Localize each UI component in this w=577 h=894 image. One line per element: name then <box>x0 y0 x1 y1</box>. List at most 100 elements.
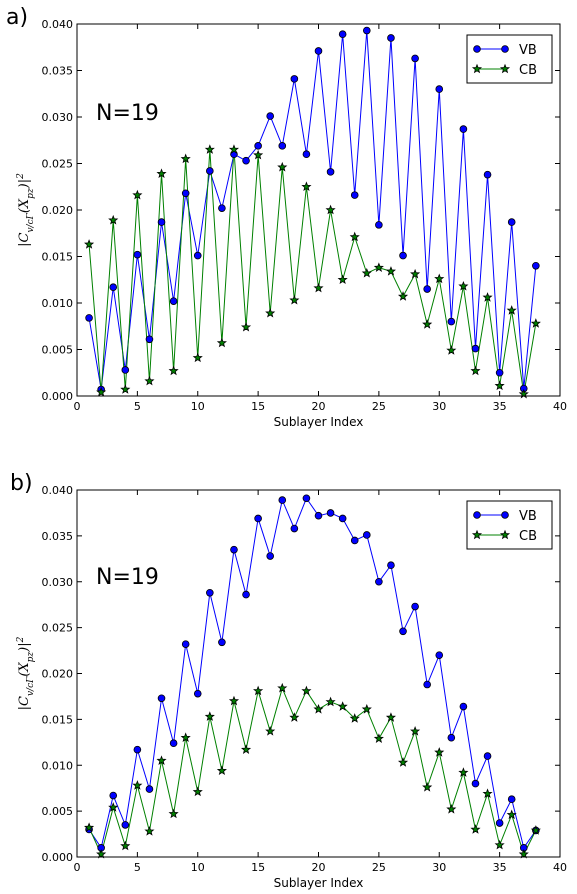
panel-label: a) <box>6 5 28 30</box>
data-point-cb <box>494 839 505 850</box>
data-point-vb <box>254 514 262 523</box>
x-tick-label: 0 <box>74 400 81 413</box>
data-point-cb <box>84 822 95 832</box>
x-tick-label: 0 <box>74 861 81 874</box>
data-point-cb <box>349 713 360 723</box>
y-tick-label: 0.040 <box>42 484 74 497</box>
y-tick-label: 0.040 <box>42 18 74 31</box>
data-point-vb <box>266 112 275 120</box>
data-point-vb <box>266 552 275 560</box>
legend-label-cb: CB <box>519 529 537 544</box>
x-tick-label: 25 <box>372 861 386 874</box>
data-point-cb <box>241 321 252 332</box>
data-point-cb <box>192 352 203 363</box>
data-point-vb <box>157 218 166 226</box>
data-point-cb <box>373 262 384 272</box>
legend-marker-cb <box>471 529 483 540</box>
legend-marker-cb <box>471 63 483 74</box>
data-point-cb <box>168 808 179 819</box>
data-point-vb <box>230 545 238 554</box>
data-point-vb <box>435 85 444 93</box>
data-point-vb <box>411 54 419 63</box>
data-point-vb <box>193 251 202 260</box>
y-tick-label: 0.030 <box>42 576 74 589</box>
data-point-cb <box>518 848 529 859</box>
data-point-vb <box>471 779 480 788</box>
data-point-cb <box>253 149 264 160</box>
data-point-vb <box>290 75 299 83</box>
legend: VB CB <box>466 500 553 550</box>
data-point-vb <box>314 47 323 55</box>
data-point-vb <box>375 577 383 586</box>
x-tick-label: 20 <box>312 861 326 874</box>
data-point-cb <box>144 375 155 386</box>
series-line-cb <box>88 686 537 856</box>
data-point-cb <box>410 725 421 736</box>
data-point-vb <box>169 297 178 305</box>
data-point-cb <box>204 711 215 721</box>
data-point-vb <box>338 30 347 39</box>
data-point-vb <box>387 561 395 570</box>
data-point-vb <box>254 142 262 150</box>
data-point-cb <box>422 781 433 792</box>
data-point-vb <box>507 218 516 226</box>
data-point-vb <box>314 511 323 520</box>
legend-label-vb: VB <box>519 43 537 58</box>
data-point-vb <box>399 251 407 260</box>
series-line-vb <box>88 497 537 850</box>
data-point-vb <box>302 150 311 159</box>
data-point-vb <box>157 694 166 703</box>
data-point-vb <box>242 590 250 599</box>
x-tick-label: 10 <box>191 400 205 413</box>
data-point-cb <box>313 282 324 293</box>
y-tick-label: 0.025 <box>42 158 74 171</box>
data-point-vb <box>85 314 93 322</box>
data-point-vb <box>109 791 118 800</box>
data-point-vb <box>447 733 456 742</box>
x-tick-label: 15 <box>251 400 265 413</box>
data-point-vb <box>423 680 431 689</box>
data-point-cb <box>265 307 276 318</box>
data-point-vb <box>133 745 142 754</box>
data-point-cb <box>216 337 227 348</box>
data-point-vb <box>193 689 202 698</box>
data-point-cb <box>277 161 288 172</box>
legend-marker-vb <box>501 45 509 53</box>
data-point-cb <box>361 267 372 278</box>
data-point-cb <box>530 825 541 835</box>
data-point-vb <box>206 167 214 175</box>
legend-label-vb: VB <box>519 509 537 524</box>
panel-label: b) <box>10 471 33 496</box>
chart-panel-b: b) 0 5 10 15 20 25 30 35 40 0.000 0.005 0.010 0.015 0.… <box>10 471 567 890</box>
y-tick-label: 0.010 <box>42 759 74 772</box>
y-tick-label: 0.035 <box>42 530 74 543</box>
data-point-vb <box>218 638 226 647</box>
data-point-vb <box>435 651 444 659</box>
data-point-cb <box>458 767 469 777</box>
data-point-cb <box>265 725 276 736</box>
data-point-vb <box>218 204 226 212</box>
data-point-cb <box>470 824 481 834</box>
data-point-vb <box>459 702 468 711</box>
y-axis-label: |Cv/cΓ(Xpz)|2 <box>16 173 36 247</box>
y-tick-label: 0.015 <box>42 251 74 264</box>
data-point-vb <box>387 34 395 42</box>
data-point-cb <box>349 231 360 242</box>
y-tick-label: 0.025 <box>42 622 74 635</box>
chart-panel-a: a) 0 5 10 15 20 25 30 35 40 0.000 0.005 0.010 0.015 0.… <box>6 5 567 429</box>
data-point-vb <box>495 819 504 827</box>
legend-marker-vb <box>473 45 481 53</box>
data-point-cb <box>132 189 143 200</box>
data-point-cb <box>180 153 191 164</box>
data-point-cb <box>482 292 493 302</box>
data-point-cb <box>434 273 445 284</box>
data-point-cb <box>373 733 384 743</box>
x-tick-label: 40 <box>553 861 567 874</box>
data-point-vb <box>350 191 359 199</box>
x-tick-label: 35 <box>493 400 507 413</box>
data-point-cb <box>156 168 167 179</box>
y-tick-label: 0.005 <box>42 805 74 818</box>
data-point-vb <box>483 170 492 179</box>
data-point-cb <box>506 305 517 315</box>
data-point-vb <box>326 168 335 176</box>
